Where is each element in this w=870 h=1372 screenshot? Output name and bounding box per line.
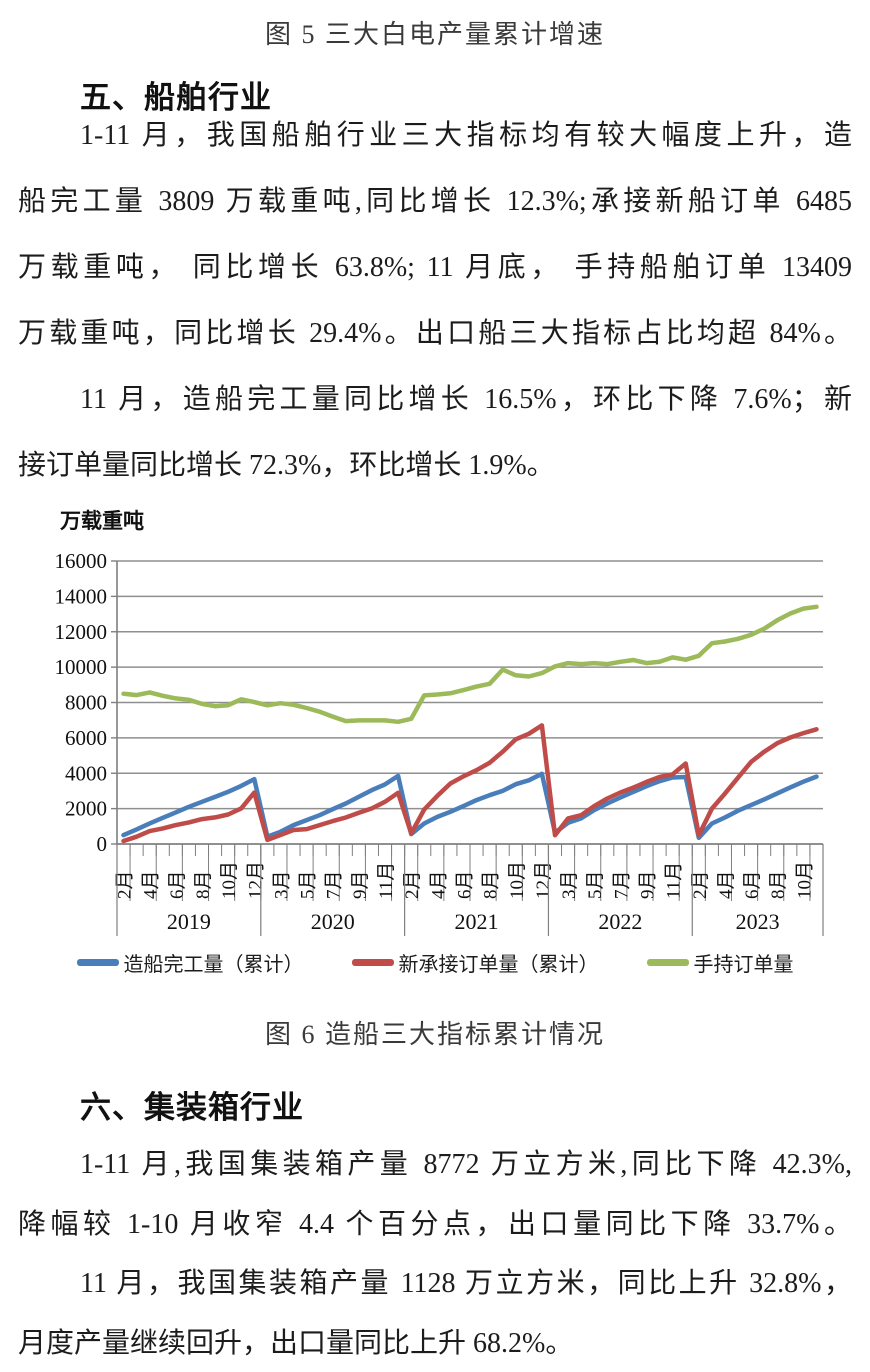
legend-item-orderbook: 手持订单量 [646, 948, 794, 977]
container-para2-line1: 11 月，我国集装箱产量 1128 万立方米，同比上升 32.8%， [80, 1268, 852, 1299]
legend-label-orderbook: 手持订单量 [693, 954, 794, 976]
container-para1-line2: 降幅较 1-10 月收窄 4.4 个百分点，出口量同比下降 33.7%。 [18, 1209, 852, 1240]
x-axis-label: 10月 [794, 861, 815, 899]
x-axis-label: 3月 [559, 870, 580, 899]
container-para1-line1: 1-11 月,我国集装箱产量 8772 万立方米,同比下降 42.3%, [80, 1149, 852, 1180]
ship-para1-line1: 1-11 月，我国船舶行业三大指标均有较大幅度上升，造 [80, 120, 852, 151]
x-axis-label: 12月 [245, 861, 266, 899]
x-axis-label: 6月 [454, 870, 475, 899]
x-axis-label: 12月 [533, 861, 554, 899]
y-axis-unit-label: 万载重吨 [59, 509, 144, 533]
x-axis-label: 9月 [350, 870, 371, 899]
year-label: 2023 [736, 909, 780, 934]
legend-item-completions: 造船完工量（累计） [76, 948, 304, 977]
x-axis-label: 2月 [402, 870, 423, 899]
ship-para1-line2: 船完工量 3809 万载重吨,同比增长 12.3%;承接新船订单 6485 [18, 186, 852, 217]
x-axis-label: 10月 [507, 861, 528, 899]
x-axis-label: 11月 [664, 862, 685, 899]
x-axis-label: 11月 [376, 862, 397, 899]
series-line-2 [121, 604, 819, 725]
legend-item-new-orders: 新承接订单量（累计） [351, 948, 599, 977]
container-section-heading: 六、集装箱行业 [80, 1090, 304, 1125]
y-axis-tick-label: 4000 [65, 761, 107, 785]
container-para2-line2: 月度产量继续回升，出口量同比上升 68.2%。 [18, 1328, 574, 1359]
ship-para1-line3: 万载重吨， 同比增长 63.8%; 11 月底， 手持船舶订单 13409 [18, 252, 852, 283]
y-axis-tick-label: 10000 [55, 655, 108, 679]
x-axis-label: 6月 [742, 870, 763, 899]
x-axis-label: 4月 [428, 870, 449, 899]
x-axis-label: 8月 [193, 870, 214, 899]
series-line-1 [121, 723, 819, 844]
orderbook-line-swatch [646, 959, 689, 966]
completions-line-swatch [76, 959, 119, 966]
figure5-caption: 图 5 三大白电产量累计增速 [264, 20, 605, 49]
year-label: 2019 [167, 909, 211, 934]
ship-para1-line4: 万载重吨，同比增长 29.4%。出口船三大指标占比均超 84%。 [18, 318, 852, 349]
x-axis-label: 5月 [298, 870, 319, 899]
figure6-line-chart: 万载重吨 0 2000 4000 6000 8000 10000 12000 14000 1600… [55, 509, 824, 936]
y-axis-tick-label: 8000 [65, 691, 107, 715]
x-axis-label: 9月 [638, 870, 659, 899]
ship-section-heading: 五、船舶行业 [80, 80, 272, 115]
legend-label-completions: 造船完工量（累计） [123, 954, 304, 976]
y-axis-tick-label: 14000 [55, 584, 108, 608]
new-orders-line-swatch [351, 959, 394, 966]
x-axis-label: 7月 [324, 870, 345, 899]
x-axis-label: 4月 [716, 870, 737, 899]
x-axis-label: 3月 [271, 870, 292, 899]
x-axis-label: 5月 [585, 870, 606, 899]
ship-para2-line1: 11 月，造船完工量同比增长 16.5%，环比下降 7.6%；新 [80, 384, 852, 415]
y-axis-tick-label: 0 [97, 832, 108, 856]
y-axis-tick-label: 12000 [55, 620, 108, 644]
legend-label-new-orders: 新承接订单量（累计） [398, 954, 599, 976]
y-axis-tick-label: 16000 [55, 549, 108, 573]
year-label: 2021 [455, 909, 499, 934]
x-axis-label: 8月 [481, 870, 502, 899]
x-axis-label: 2月 [115, 870, 136, 899]
y-axis-tick-label: 6000 [65, 726, 107, 750]
x-axis-label: 10月 [219, 861, 240, 899]
chart-legend: 造船完工量（累计） 新承接订单量（累计） 手持订单量 [0, 948, 870, 977]
x-axis-label: 2月 [690, 870, 711, 899]
ship-para2-line2: 接订单量同比增长 72.3%，环比增长 1.9%。 [18, 450, 555, 481]
x-axis-label: 6月 [167, 870, 188, 899]
year-label: 2022 [598, 909, 642, 934]
year-label: 2020 [311, 909, 355, 934]
x-axis-label: 7月 [611, 870, 632, 899]
y-axis-tick-label: 2000 [65, 797, 107, 821]
figure6-caption: 图 6 造船三大指标累计情况 [264, 1020, 605, 1049]
x-axis-label: 4月 [141, 870, 162, 899]
x-axis-label: 8月 [768, 870, 789, 899]
